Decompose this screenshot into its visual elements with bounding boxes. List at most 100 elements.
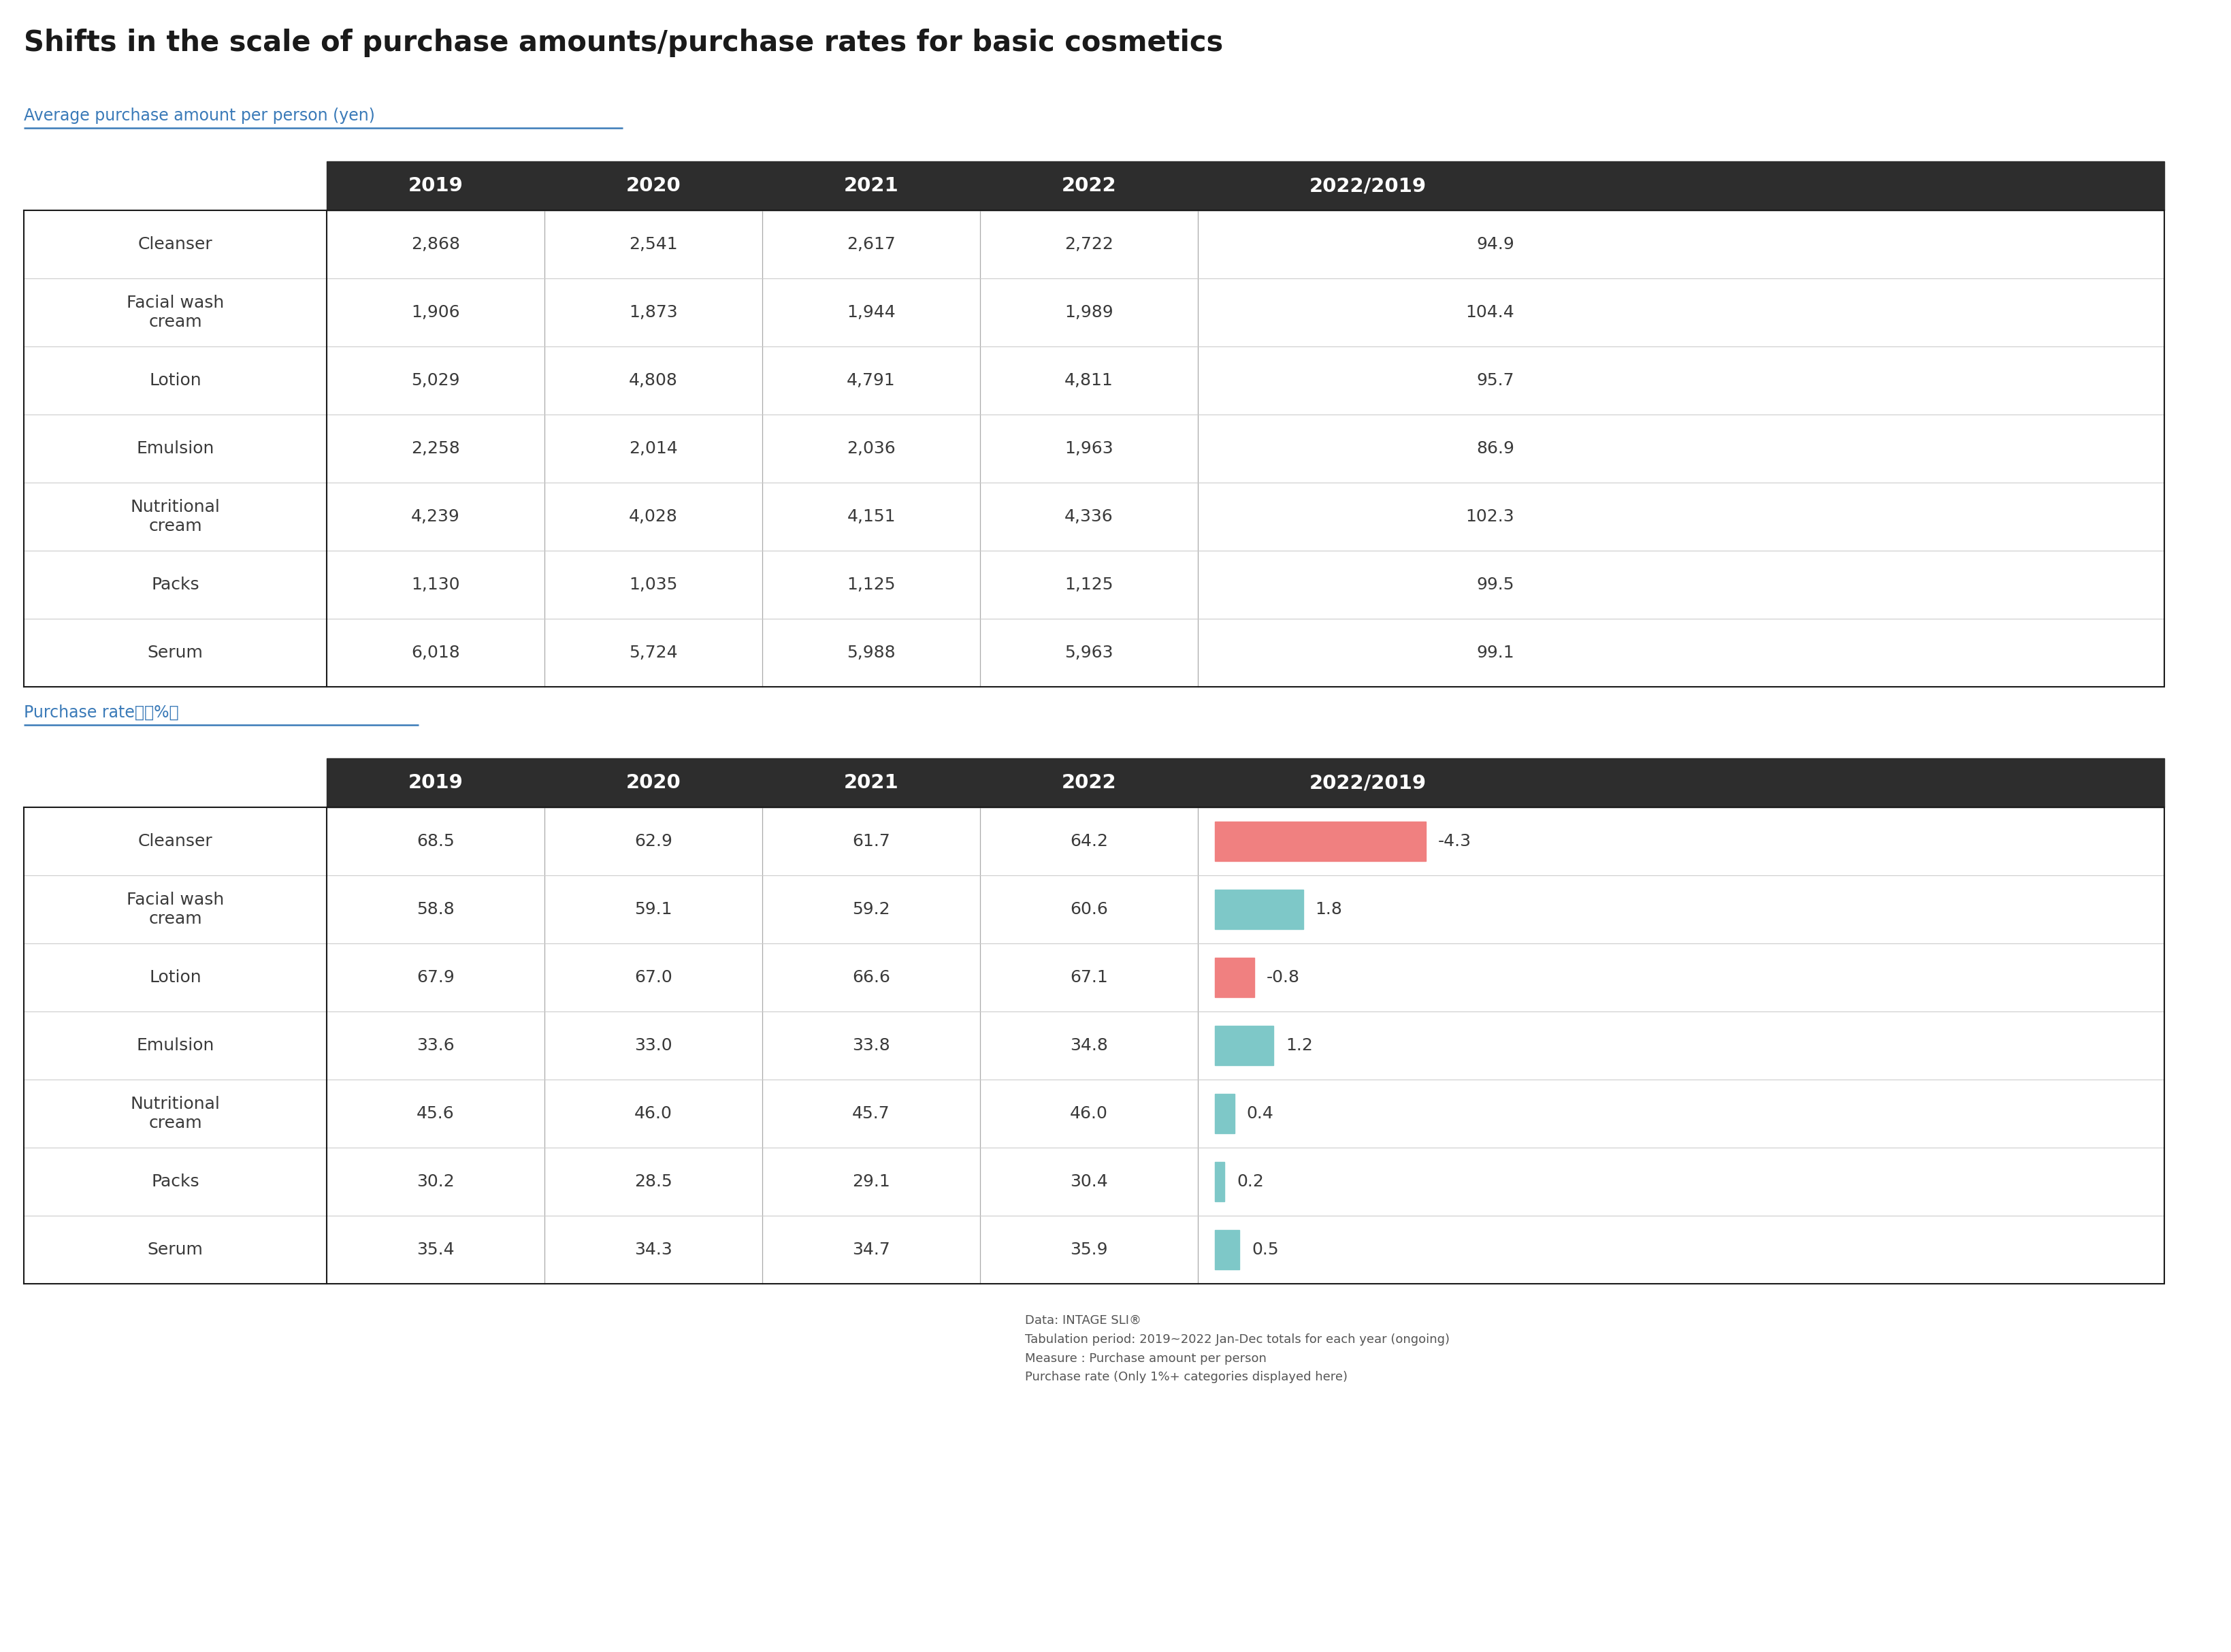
Text: Average purchase amount per person (yen): Average purchase amount per person (yen) (25, 107, 375, 124)
Text: 5,029: 5,029 (411, 372, 460, 388)
Text: 1,873: 1,873 (629, 304, 678, 320)
Text: 29.1: 29.1 (852, 1173, 890, 1189)
Bar (326, 1011, 2164, 1079)
Text: 1,125: 1,125 (1064, 577, 1113, 593)
Text: 34.8: 34.8 (1071, 1037, 1109, 1054)
Bar (326, 210, 2164, 279)
Text: Lotion: Lotion (149, 372, 201, 388)
Text: 4,239: 4,239 (411, 509, 460, 525)
Text: Lotion: Lotion (149, 970, 201, 986)
Bar (326, 279, 2164, 347)
Text: 5,963: 5,963 (1064, 644, 1113, 661)
Text: -4.3: -4.3 (1437, 833, 1470, 849)
Text: Emulsion: Emulsion (136, 441, 214, 456)
Text: Serum: Serum (147, 1242, 203, 1257)
Text: 4,028: 4,028 (629, 509, 678, 525)
Text: 1,963: 1,963 (1064, 441, 1113, 456)
Text: 59.1: 59.1 (634, 902, 672, 917)
Text: 68.5: 68.5 (417, 833, 455, 849)
Text: 67.9: 67.9 (417, 970, 455, 986)
Text: 1,989: 1,989 (1064, 304, 1113, 320)
Bar (326, 758, 2164, 808)
Text: 2022/2019: 2022/2019 (1310, 177, 1426, 195)
Bar (326, 550, 2164, 620)
Text: Packs: Packs (152, 1173, 199, 1189)
Text: 2,258: 2,258 (411, 441, 460, 456)
Text: 0.4: 0.4 (1247, 1105, 1274, 1122)
Text: 2021: 2021 (843, 177, 899, 195)
Text: 4,791: 4,791 (848, 372, 895, 388)
Text: 34.7: 34.7 (852, 1242, 890, 1257)
Text: 46.0: 46.0 (1071, 1105, 1109, 1122)
Text: Data: INTAGE SLI®
Tabulation period: 2019~2022 Jan-Dec totals for each year (ong: Data: INTAGE SLI® Tabulation period: 201… (1024, 1315, 1450, 1383)
Text: 45.7: 45.7 (852, 1105, 890, 1122)
Bar (1216, 1231, 1240, 1269)
Text: 2,868: 2,868 (411, 236, 460, 253)
Text: 67.1: 67.1 (1071, 970, 1109, 986)
Text: 28.5: 28.5 (634, 1173, 672, 1189)
Text: 99.1: 99.1 (1477, 644, 1515, 661)
Bar (1216, 1094, 1234, 1133)
Text: 60.6: 60.6 (1071, 902, 1109, 917)
Bar (1216, 821, 1426, 861)
Text: 1,035: 1,035 (629, 577, 678, 593)
Text: 2,036: 2,036 (848, 441, 895, 456)
Text: 1.8: 1.8 (1316, 902, 1343, 917)
Text: 61.7: 61.7 (852, 833, 890, 849)
Bar (326, 347, 2164, 415)
Text: Facial wash
cream: Facial wash cream (127, 294, 223, 330)
Text: 34.3: 34.3 (634, 1242, 672, 1257)
Bar (326, 620, 2164, 687)
Bar (326, 162, 2164, 210)
Bar (326, 210, 2164, 687)
Bar (1216, 1161, 1225, 1201)
Text: 102.3: 102.3 (1466, 509, 1515, 525)
Text: 66.6: 66.6 (852, 970, 890, 986)
Text: 46.0: 46.0 (634, 1105, 672, 1122)
Text: 5,988: 5,988 (848, 644, 895, 661)
Text: 0.2: 0.2 (1236, 1173, 1265, 1189)
Bar (326, 1148, 2164, 1216)
Text: 2019: 2019 (408, 773, 464, 793)
Text: 1.2: 1.2 (1285, 1037, 1314, 1054)
Bar (326, 482, 2164, 550)
Text: 1,906: 1,906 (411, 304, 460, 320)
Bar (326, 808, 2164, 1284)
Text: Purchase rate　（%）: Purchase rate （%） (25, 704, 178, 720)
Text: Facial wash
cream: Facial wash cream (127, 892, 223, 927)
Text: Serum: Serum (147, 644, 203, 661)
Text: 2022/2019: 2022/2019 (1310, 773, 1426, 793)
Text: 86.9: 86.9 (1477, 441, 1515, 456)
Text: 30.2: 30.2 (417, 1173, 455, 1189)
Text: 2022: 2022 (1062, 177, 1116, 195)
Text: 2,617: 2,617 (848, 236, 895, 253)
Text: 104.4: 104.4 (1466, 304, 1515, 320)
Text: 2021: 2021 (843, 773, 899, 793)
Text: Shifts in the scale of purchase amounts/purchase rates for basic cosmetics: Shifts in the scale of purchase amounts/… (25, 28, 1223, 58)
Bar (326, 808, 2164, 876)
Text: 5,724: 5,724 (629, 644, 678, 661)
Text: 35.4: 35.4 (417, 1242, 455, 1257)
Text: 6,018: 6,018 (411, 644, 460, 661)
Text: 4,808: 4,808 (629, 372, 678, 388)
Text: 58.8: 58.8 (417, 902, 455, 917)
Text: 33.6: 33.6 (417, 1037, 455, 1054)
Bar (326, 1079, 2164, 1148)
Text: 4,811: 4,811 (1064, 372, 1113, 388)
Text: 2020: 2020 (627, 773, 680, 793)
Text: 1,944: 1,944 (848, 304, 895, 320)
Text: 2020: 2020 (627, 177, 680, 195)
Text: 2019: 2019 (408, 177, 464, 195)
Text: Nutritional
cream: Nutritional cream (129, 499, 221, 534)
Text: 1,130: 1,130 (411, 577, 460, 593)
Text: -0.8: -0.8 (1267, 970, 1301, 986)
Text: 33.8: 33.8 (852, 1037, 890, 1054)
Text: 35.9: 35.9 (1071, 1242, 1109, 1257)
Text: 2,722: 2,722 (1064, 236, 1113, 253)
Text: 4,151: 4,151 (848, 509, 895, 525)
Bar (1216, 958, 1254, 998)
Text: Packs: Packs (152, 577, 199, 593)
Text: 2,014: 2,014 (629, 441, 678, 456)
Text: 4,336: 4,336 (1064, 509, 1113, 525)
Bar (326, 1216, 2164, 1284)
